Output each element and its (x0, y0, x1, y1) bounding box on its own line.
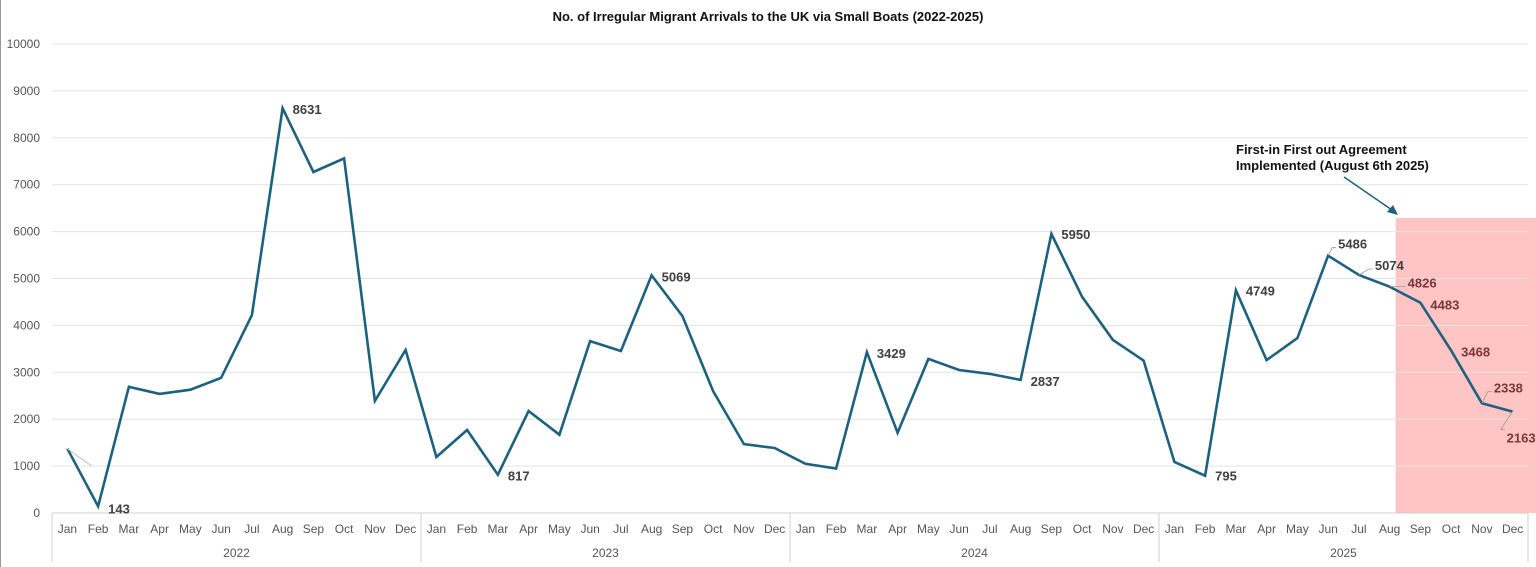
x-tick-label: Sep (672, 522, 694, 536)
x-tick-label: Mar (857, 522, 878, 536)
annotation-arrowhead-icon (1387, 205, 1398, 215)
y-tick-label: 3000 (13, 365, 40, 379)
x-tick-label: Jun (949, 522, 968, 536)
data-label: 5486 (1338, 237, 1367, 252)
x-tick-label: Jul (244, 522, 259, 536)
data-label: 5950 (1061, 227, 1090, 242)
data-label: 817 (508, 469, 530, 484)
x-tick-label: May (179, 522, 202, 536)
year-label: 2022 (223, 546, 250, 560)
data-label: 2338 (1494, 380, 1523, 395)
x-tick-label: Jul (613, 522, 628, 536)
x-tick-label: Apr (888, 522, 907, 536)
chart-title: No. of Irregular Migrant Arrivals to the… (553, 9, 984, 24)
x-tick-label: Aug (641, 522, 662, 536)
leader-line (1327, 247, 1337, 256)
annotation-line-1: First-in First out Agreement (1236, 142, 1407, 157)
x-tick-label: Feb (1195, 522, 1216, 536)
y-tick-label: 10000 (7, 37, 41, 51)
leader-line (1481, 390, 1492, 404)
y-tick-label: 7000 (13, 178, 40, 192)
data-label: 4826 (1408, 276, 1437, 291)
leader-line (1499, 411, 1513, 430)
y-tick-label: 0 (33, 506, 40, 520)
year-label: 2024 (961, 546, 988, 560)
annotation-arrow (1343, 176, 1393, 211)
data-label: 3429 (877, 346, 906, 361)
x-tick-label: Jan (796, 522, 815, 536)
x-tick-label: Dec (1133, 522, 1154, 536)
data-label: 8631 (293, 102, 322, 117)
x-tick-label: Jul (982, 522, 997, 536)
highlight-region (1395, 218, 1536, 513)
x-tick-label: Dec (764, 522, 785, 536)
x-tick-label: Dec (1502, 522, 1523, 536)
year-label: 2025 (1330, 546, 1357, 560)
data-label: 3468 (1461, 344, 1490, 359)
x-tick-label: Mar (1226, 522, 1247, 536)
y-tick-label: 5000 (13, 272, 40, 286)
y-tick-label: 4000 (13, 318, 40, 332)
x-tick-label: Jun (211, 522, 230, 536)
x-tick-label: Feb (826, 522, 847, 536)
leader-line (1358, 268, 1373, 276)
series-line (66, 103, 1513, 510)
data-label: 5074 (1375, 258, 1405, 273)
x-tick-label: Nov (733, 522, 754, 536)
y-tick-label: 2000 (13, 412, 40, 426)
x-tick-label: May (1286, 522, 1309, 536)
x-tick-label: Nov (1102, 522, 1123, 536)
data-label: 5069 (662, 269, 691, 284)
y-tick-label: 9000 (13, 84, 40, 98)
data-label: 795 (1215, 469, 1237, 484)
data-label: 2837 (1031, 374, 1060, 389)
x-tick-label: Feb (457, 522, 478, 536)
x-tick-label: Sep (303, 522, 325, 536)
x-tick-label: Nov (364, 522, 385, 536)
x-tick-label: Oct (335, 522, 354, 536)
x-tick-label: Aug (1010, 522, 1031, 536)
x-tick-label: Jul (1351, 522, 1366, 536)
annotation-line-2: Implemented (August 6th 2025) (1236, 158, 1429, 173)
y-tick-label: 1000 (13, 459, 40, 473)
y-tick-label: 6000 (13, 225, 40, 239)
x-tick-label: Oct (704, 522, 723, 536)
x-tick-label: Sep (1410, 522, 1432, 536)
x-tick-label: Jan (427, 522, 446, 536)
y-tick-label: 8000 (13, 131, 40, 145)
x-tick-label: Jun (580, 522, 599, 536)
x-tick-label: Jan (58, 522, 77, 536)
x-tick-label: Jan (1165, 522, 1184, 536)
x-tick-label: Apr (150, 522, 169, 536)
x-tick-label: Oct (1442, 522, 1461, 536)
data-label: 143 (108, 501, 130, 516)
x-tick-label: Apr (1257, 522, 1276, 536)
x-tick-label: Aug (272, 522, 293, 536)
x-tick-label: Oct (1073, 522, 1092, 536)
x-tick-label: Jun (1318, 522, 1337, 536)
x-tick-label: Mar (119, 522, 140, 536)
data-label: 4483 (1430, 298, 1459, 313)
x-tick-label: Mar (488, 522, 509, 536)
x-tick-label: Apr (519, 522, 538, 536)
data-label: 4749 (1246, 283, 1275, 298)
leader-line (67, 448, 92, 467)
x-tick-label: Aug (1379, 522, 1400, 536)
x-tick-label: Dec (395, 522, 416, 536)
x-tick-label: Nov (1471, 522, 1492, 536)
x-tick-label: Sep (1041, 522, 1063, 536)
x-tick-label: Feb (88, 522, 109, 536)
x-tick-label: May (548, 522, 571, 536)
x-tick-label: May (917, 522, 940, 536)
data-label: 2163 (1507, 431, 1536, 446)
year-label: 2023 (592, 546, 619, 560)
